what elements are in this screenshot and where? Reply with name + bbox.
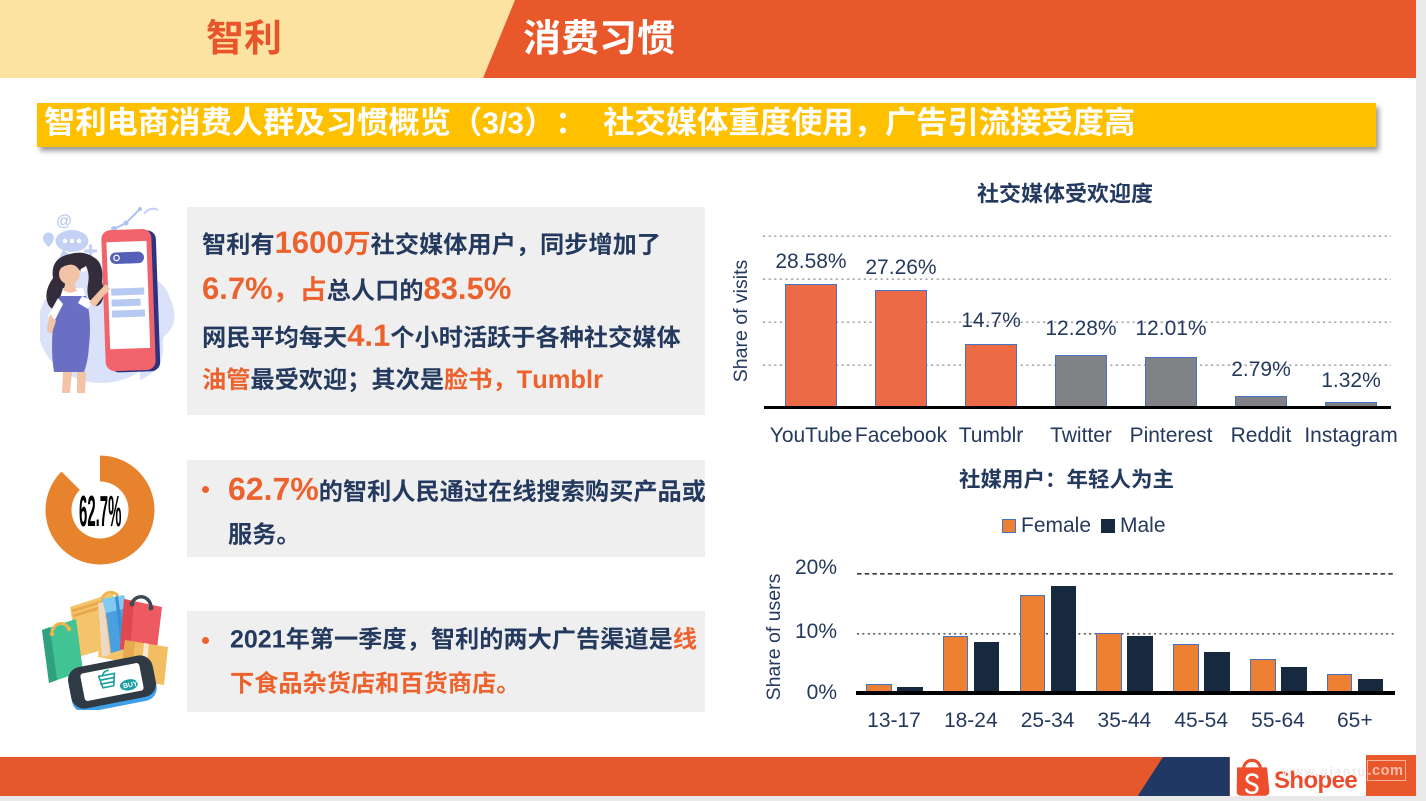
svg-text:@: @: [56, 213, 72, 230]
svg-text:BUY: BUY: [122, 681, 138, 691]
